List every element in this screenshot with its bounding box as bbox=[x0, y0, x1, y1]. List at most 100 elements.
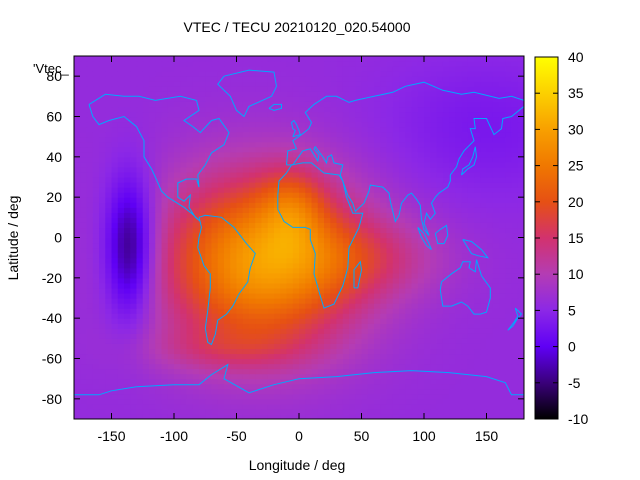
heatmap-cell bbox=[311, 328, 319, 334]
heatmap-cell bbox=[111, 413, 119, 419]
heatmap-cell bbox=[324, 353, 331, 360]
heatmap-cell bbox=[99, 303, 106, 309]
heatmap-cell bbox=[255, 363, 263, 370]
heatmap-cell bbox=[455, 177, 463, 183]
heatmap-cell bbox=[286, 313, 294, 319]
heatmap-cell bbox=[161, 136, 169, 143]
heatmap-cell bbox=[405, 91, 413, 97]
heatmap-cell bbox=[386, 187, 394, 193]
heatmap-cell bbox=[349, 252, 356, 259]
heatmap-cell bbox=[92, 313, 100, 319]
heatmap-cell bbox=[86, 126, 94, 133]
heatmap-cell bbox=[324, 348, 331, 355]
heatmap-cell bbox=[380, 161, 388, 168]
heatmap-cell bbox=[311, 136, 319, 143]
heatmap-cell bbox=[474, 298, 481, 304]
heatmap-cell bbox=[280, 363, 288, 370]
heatmap-cell bbox=[180, 313, 188, 319]
heatmap-cell bbox=[455, 86, 463, 92]
heatmap-cell bbox=[267, 368, 275, 375]
heatmap-cell bbox=[311, 227, 319, 234]
heatmap-cell bbox=[174, 146, 181, 153]
heatmap-cell bbox=[480, 227, 488, 234]
heatmap-cell bbox=[442, 207, 450, 213]
heatmap-cell bbox=[299, 378, 306, 385]
heatmap-cell bbox=[80, 116, 88, 123]
heatmap-cell bbox=[399, 393, 406, 400]
heatmap-cell bbox=[242, 166, 250, 173]
heatmap-cell bbox=[224, 76, 231, 82]
heatmap-cell bbox=[342, 207, 350, 213]
heatmap-cell bbox=[217, 76, 225, 82]
heatmap-cell bbox=[74, 116, 81, 123]
heatmap-cell bbox=[442, 368, 450, 375]
heatmap-cell bbox=[192, 156, 200, 163]
heatmap-cell bbox=[142, 151, 150, 158]
heatmap-cell bbox=[474, 247, 481, 254]
heatmap-cell bbox=[86, 272, 94, 279]
heatmap-cell bbox=[236, 358, 244, 365]
heatmap-cell bbox=[280, 232, 288, 239]
heatmap-cell bbox=[136, 378, 144, 385]
heatmap-cell bbox=[449, 171, 456, 178]
heatmap-cell bbox=[330, 358, 338, 365]
heatmap-cell bbox=[149, 313, 156, 319]
heatmap-cell bbox=[105, 257, 113, 264]
heatmap-cell bbox=[230, 287, 238, 294]
heatmap-cell bbox=[392, 393, 400, 400]
heatmap-cell bbox=[380, 197, 388, 203]
heatmap-cell bbox=[374, 388, 381, 395]
heatmap-cell bbox=[411, 192, 419, 198]
heatmap-cell bbox=[361, 368, 369, 375]
heatmap-cell bbox=[424, 207, 431, 213]
heatmap-cell bbox=[511, 121, 519, 128]
heatmap-cell bbox=[442, 393, 450, 400]
heatmap-cell bbox=[430, 287, 438, 294]
heatmap-cell bbox=[355, 262, 363, 269]
heatmap-cell bbox=[186, 287, 194, 294]
heatmap-cell bbox=[286, 121, 294, 128]
heatmap-cell bbox=[499, 272, 506, 279]
heatmap-cell bbox=[330, 177, 338, 183]
heatmap-cell bbox=[261, 212, 269, 218]
heatmap-cell bbox=[124, 151, 131, 158]
heatmap-cell bbox=[305, 237, 313, 244]
heatmap-cell bbox=[380, 156, 388, 163]
heatmap-cell bbox=[474, 282, 481, 289]
heatmap-cell bbox=[174, 398, 181, 405]
heatmap-cell bbox=[305, 308, 313, 314]
heatmap-cell bbox=[230, 192, 238, 198]
heatmap-cell bbox=[511, 81, 519, 87]
heatmap-cell bbox=[105, 363, 113, 370]
heatmap-cell bbox=[242, 171, 250, 178]
heatmap-cell bbox=[492, 338, 500, 344]
heatmap-cell bbox=[374, 101, 381, 108]
heatmap-cell bbox=[267, 217, 275, 223]
heatmap-cell bbox=[161, 131, 169, 138]
heatmap-cell bbox=[99, 373, 106, 380]
heatmap-cell bbox=[242, 111, 250, 118]
heatmap-cell bbox=[449, 368, 456, 375]
heatmap-cell bbox=[517, 308, 524, 314]
heatmap-cell bbox=[424, 323, 431, 329]
heatmap-cell bbox=[386, 303, 394, 309]
heatmap-cell bbox=[374, 182, 381, 188]
heatmap-cell bbox=[480, 101, 488, 108]
heatmap-cell bbox=[305, 166, 313, 173]
heatmap-cell bbox=[442, 292, 450, 299]
heatmap-cell bbox=[342, 126, 350, 133]
heatmap-cell bbox=[299, 177, 306, 183]
heatmap-cell bbox=[255, 292, 263, 299]
heatmap-cell bbox=[236, 368, 244, 375]
heatmap-cell bbox=[324, 323, 331, 329]
heatmap-cell bbox=[149, 86, 156, 92]
heatmap-cell bbox=[149, 408, 156, 415]
heatmap-cell bbox=[499, 197, 506, 203]
heatmap-cell bbox=[174, 237, 181, 244]
heatmap-cell bbox=[261, 267, 269, 274]
heatmap-cell bbox=[124, 308, 131, 314]
heatmap-cell bbox=[130, 96, 138, 102]
heatmap-cell bbox=[405, 161, 413, 168]
heatmap-cell bbox=[386, 287, 394, 294]
heatmap-cell bbox=[449, 182, 456, 188]
